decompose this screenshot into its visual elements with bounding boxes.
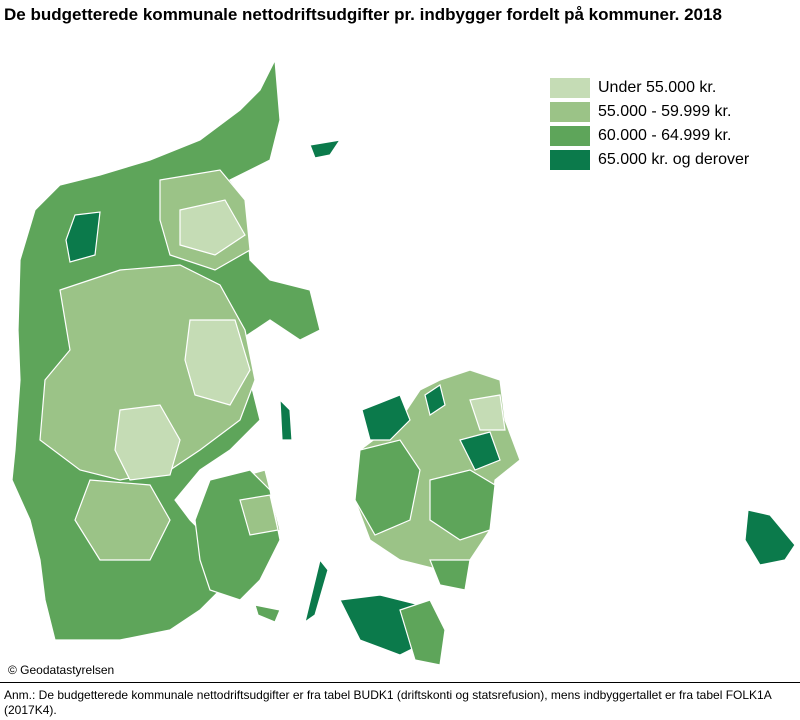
legend-swatch [550, 150, 590, 170]
region [179, 199, 246, 256]
region [399, 599, 446, 666]
divider [0, 682, 800, 683]
region [194, 469, 281, 601]
legend-label: 65.000 kr. og derover [598, 151, 750, 168]
region [239, 494, 279, 536]
credit: © Geodatastyrelsen [8, 663, 115, 677]
region [424, 384, 446, 416]
region [304, 558, 329, 624]
note: Anm.: De budgetterede kommunale nettodri… [4, 688, 772, 717]
region [744, 509, 796, 566]
region [459, 431, 501, 471]
region [279, 398, 293, 441]
legend-label: 60.000 - 64.999 kr. [598, 127, 732, 144]
region [309, 139, 342, 159]
region [354, 439, 421, 536]
region [74, 479, 171, 561]
region [429, 559, 471, 591]
legend-label: 55.000 - 59.999 kr. [598, 103, 732, 120]
map [12, 60, 796, 666]
region [114, 404, 181, 481]
legend-swatch [550, 126, 590, 146]
region [254, 604, 281, 623]
map-title: De budgetterede kommunale nettodriftsudg… [4, 5, 722, 24]
legend-label: Under 55.000 kr. [598, 79, 717, 96]
region [65, 211, 101, 263]
region [39, 264, 256, 481]
region [469, 394, 506, 431]
region [361, 394, 411, 441]
region [429, 469, 496, 541]
region [184, 319, 251, 406]
legend-swatch [550, 102, 590, 122]
legend-swatch [550, 78, 590, 98]
